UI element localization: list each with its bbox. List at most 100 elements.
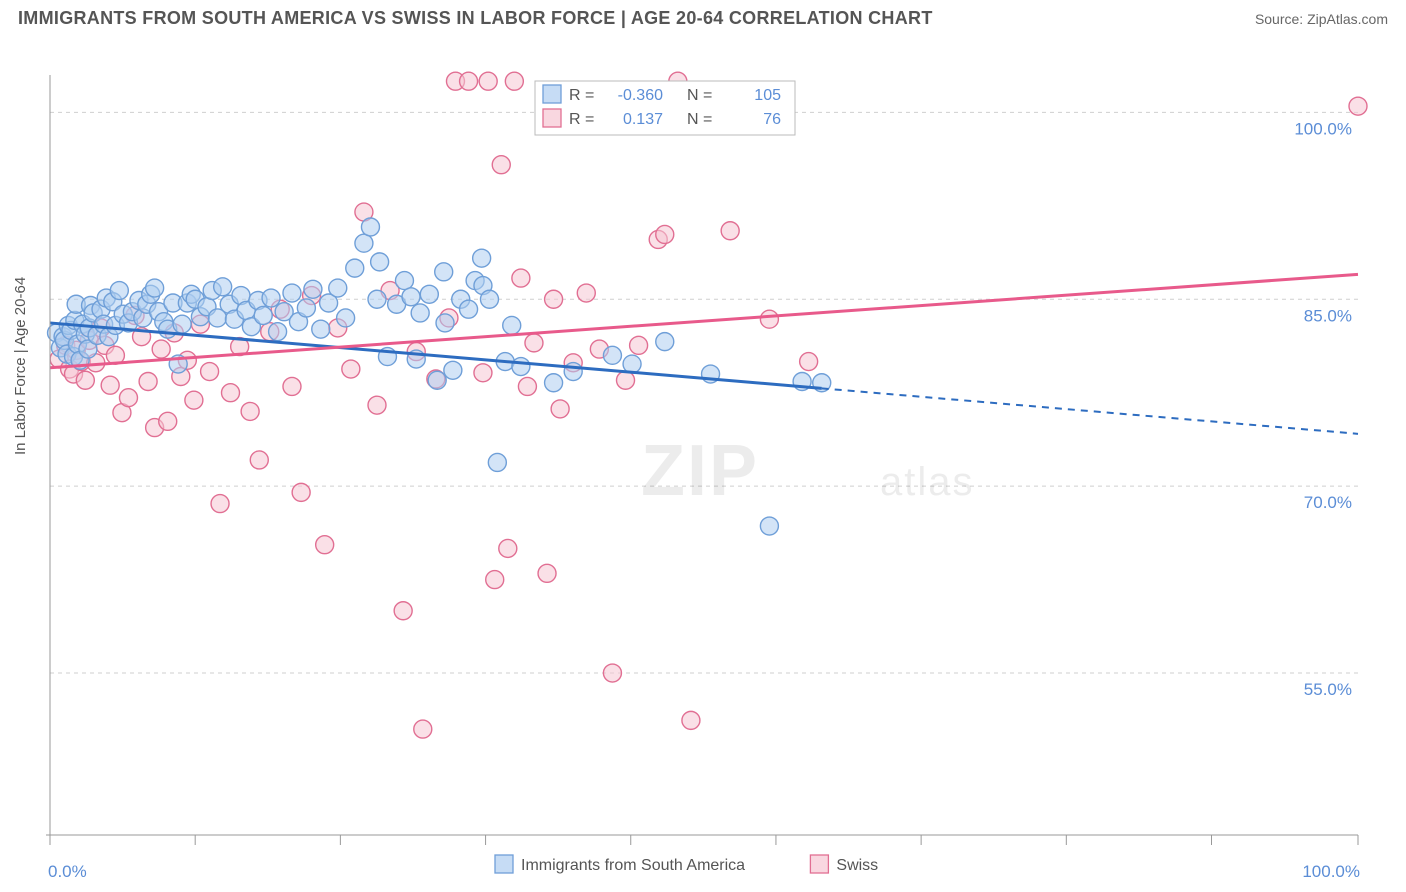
point-swiss [101, 376, 119, 394]
point-immigrants [173, 315, 191, 333]
point-swiss [185, 391, 203, 409]
point-immigrants [254, 306, 272, 324]
point-swiss [545, 290, 563, 308]
y-tick-label: 55.0% [1304, 680, 1352, 699]
point-swiss [486, 571, 504, 589]
point-immigrants [428, 371, 446, 389]
point-swiss [492, 156, 510, 174]
point-swiss [656, 225, 674, 243]
y-tick-label: 85.0% [1304, 306, 1352, 325]
point-immigrants [312, 320, 330, 338]
source-label: Source: ZipAtlas.com [1255, 11, 1388, 27]
point-swiss [525, 334, 543, 352]
legend-r-label: R = [569, 111, 594, 128]
point-immigrants [411, 304, 429, 322]
point-swiss [800, 353, 818, 371]
x-tick-label: 0.0% [48, 862, 87, 881]
title-bar: IMMIGRANTS FROM SOUTH AMERICA VS SWISS I… [0, 0, 1406, 35]
y-tick-label: 100.0% [1294, 119, 1352, 138]
point-immigrants [435, 263, 453, 281]
point-immigrants [395, 272, 413, 290]
point-immigrants [402, 288, 420, 306]
point-swiss [474, 364, 492, 382]
point-swiss [241, 402, 259, 420]
point-swiss [342, 360, 360, 378]
point-swiss [211, 495, 229, 513]
point-swiss [152, 340, 170, 358]
point-swiss [119, 389, 137, 407]
point-immigrants [110, 282, 128, 300]
bottom-legend-label: Swiss [836, 857, 878, 874]
trend-line-dashed [822, 388, 1358, 433]
point-immigrants [214, 278, 232, 296]
chart-area: In Labor Force | Age 20-64 55.0%70.0%85.… [0, 35, 1406, 885]
point-swiss [603, 664, 621, 682]
point-immigrants [297, 299, 315, 317]
point-swiss [617, 371, 635, 389]
point-swiss [630, 336, 648, 354]
point-immigrants [656, 333, 674, 351]
legend-n-value: 76 [763, 111, 781, 128]
point-immigrants [545, 374, 563, 392]
point-swiss [577, 284, 595, 302]
point-swiss [479, 72, 497, 90]
point-swiss [292, 483, 310, 501]
point-swiss [368, 396, 386, 414]
point-immigrants [304, 280, 322, 298]
point-immigrants [146, 279, 164, 297]
point-swiss [505, 72, 523, 90]
point-swiss [414, 720, 432, 738]
legend-r-value: 0.137 [623, 111, 663, 128]
point-swiss [512, 269, 530, 287]
point-immigrants [346, 259, 364, 277]
point-immigrants [283, 284, 301, 302]
point-immigrants [760, 517, 778, 535]
point-immigrants [361, 218, 379, 236]
legend-n-label: N = [687, 87, 712, 104]
point-immigrants [603, 346, 621, 364]
point-swiss [518, 377, 536, 395]
chart-title: IMMIGRANTS FROM SOUTH AMERICA VS SWISS I… [18, 8, 933, 29]
point-swiss [316, 536, 334, 554]
point-immigrants [269, 323, 287, 341]
y-axis-label: In Labor Force | Age 20-64 [12, 277, 29, 455]
point-swiss [538, 564, 556, 582]
point-immigrants [503, 316, 521, 334]
point-swiss [222, 384, 240, 402]
watermark-sub: atlas [880, 460, 975, 504]
point-swiss [394, 602, 412, 620]
point-immigrants [480, 290, 498, 308]
watermark: ZIP [641, 431, 759, 511]
point-immigrants [355, 234, 373, 252]
scatter-chart: 55.0%70.0%85.0%100.0%ZIPatlas0.0%100.0%R… [0, 35, 1406, 885]
point-swiss [682, 711, 700, 729]
point-swiss [499, 539, 517, 557]
point-swiss [283, 377, 301, 395]
point-swiss [250, 451, 268, 469]
point-immigrants [444, 361, 462, 379]
legend-swatch [543, 85, 561, 103]
point-swiss [201, 363, 219, 381]
legend-n-value: 105 [754, 87, 781, 104]
legend-r-label: R = [569, 87, 594, 104]
point-immigrants [420, 285, 438, 303]
legend-r-value: -0.360 [618, 87, 663, 104]
point-swiss [76, 371, 94, 389]
legend-n-label: N = [687, 111, 712, 128]
bottom-legend-label: Immigrants from South America [521, 857, 745, 874]
point-swiss [1349, 97, 1367, 115]
point-swiss [460, 72, 478, 90]
point-immigrants [512, 358, 530, 376]
point-immigrants [329, 279, 347, 297]
point-immigrants [368, 290, 386, 308]
legend-swatch [543, 109, 561, 127]
point-immigrants [460, 300, 478, 318]
point-swiss [760, 310, 778, 328]
point-immigrants [262, 289, 280, 307]
point-immigrants [564, 363, 582, 381]
point-immigrants [473, 249, 491, 267]
point-immigrants [371, 253, 389, 271]
point-immigrants [488, 453, 506, 471]
x-tick-label: 100.0% [1302, 862, 1360, 881]
bottom-legend-swatch [495, 855, 513, 873]
